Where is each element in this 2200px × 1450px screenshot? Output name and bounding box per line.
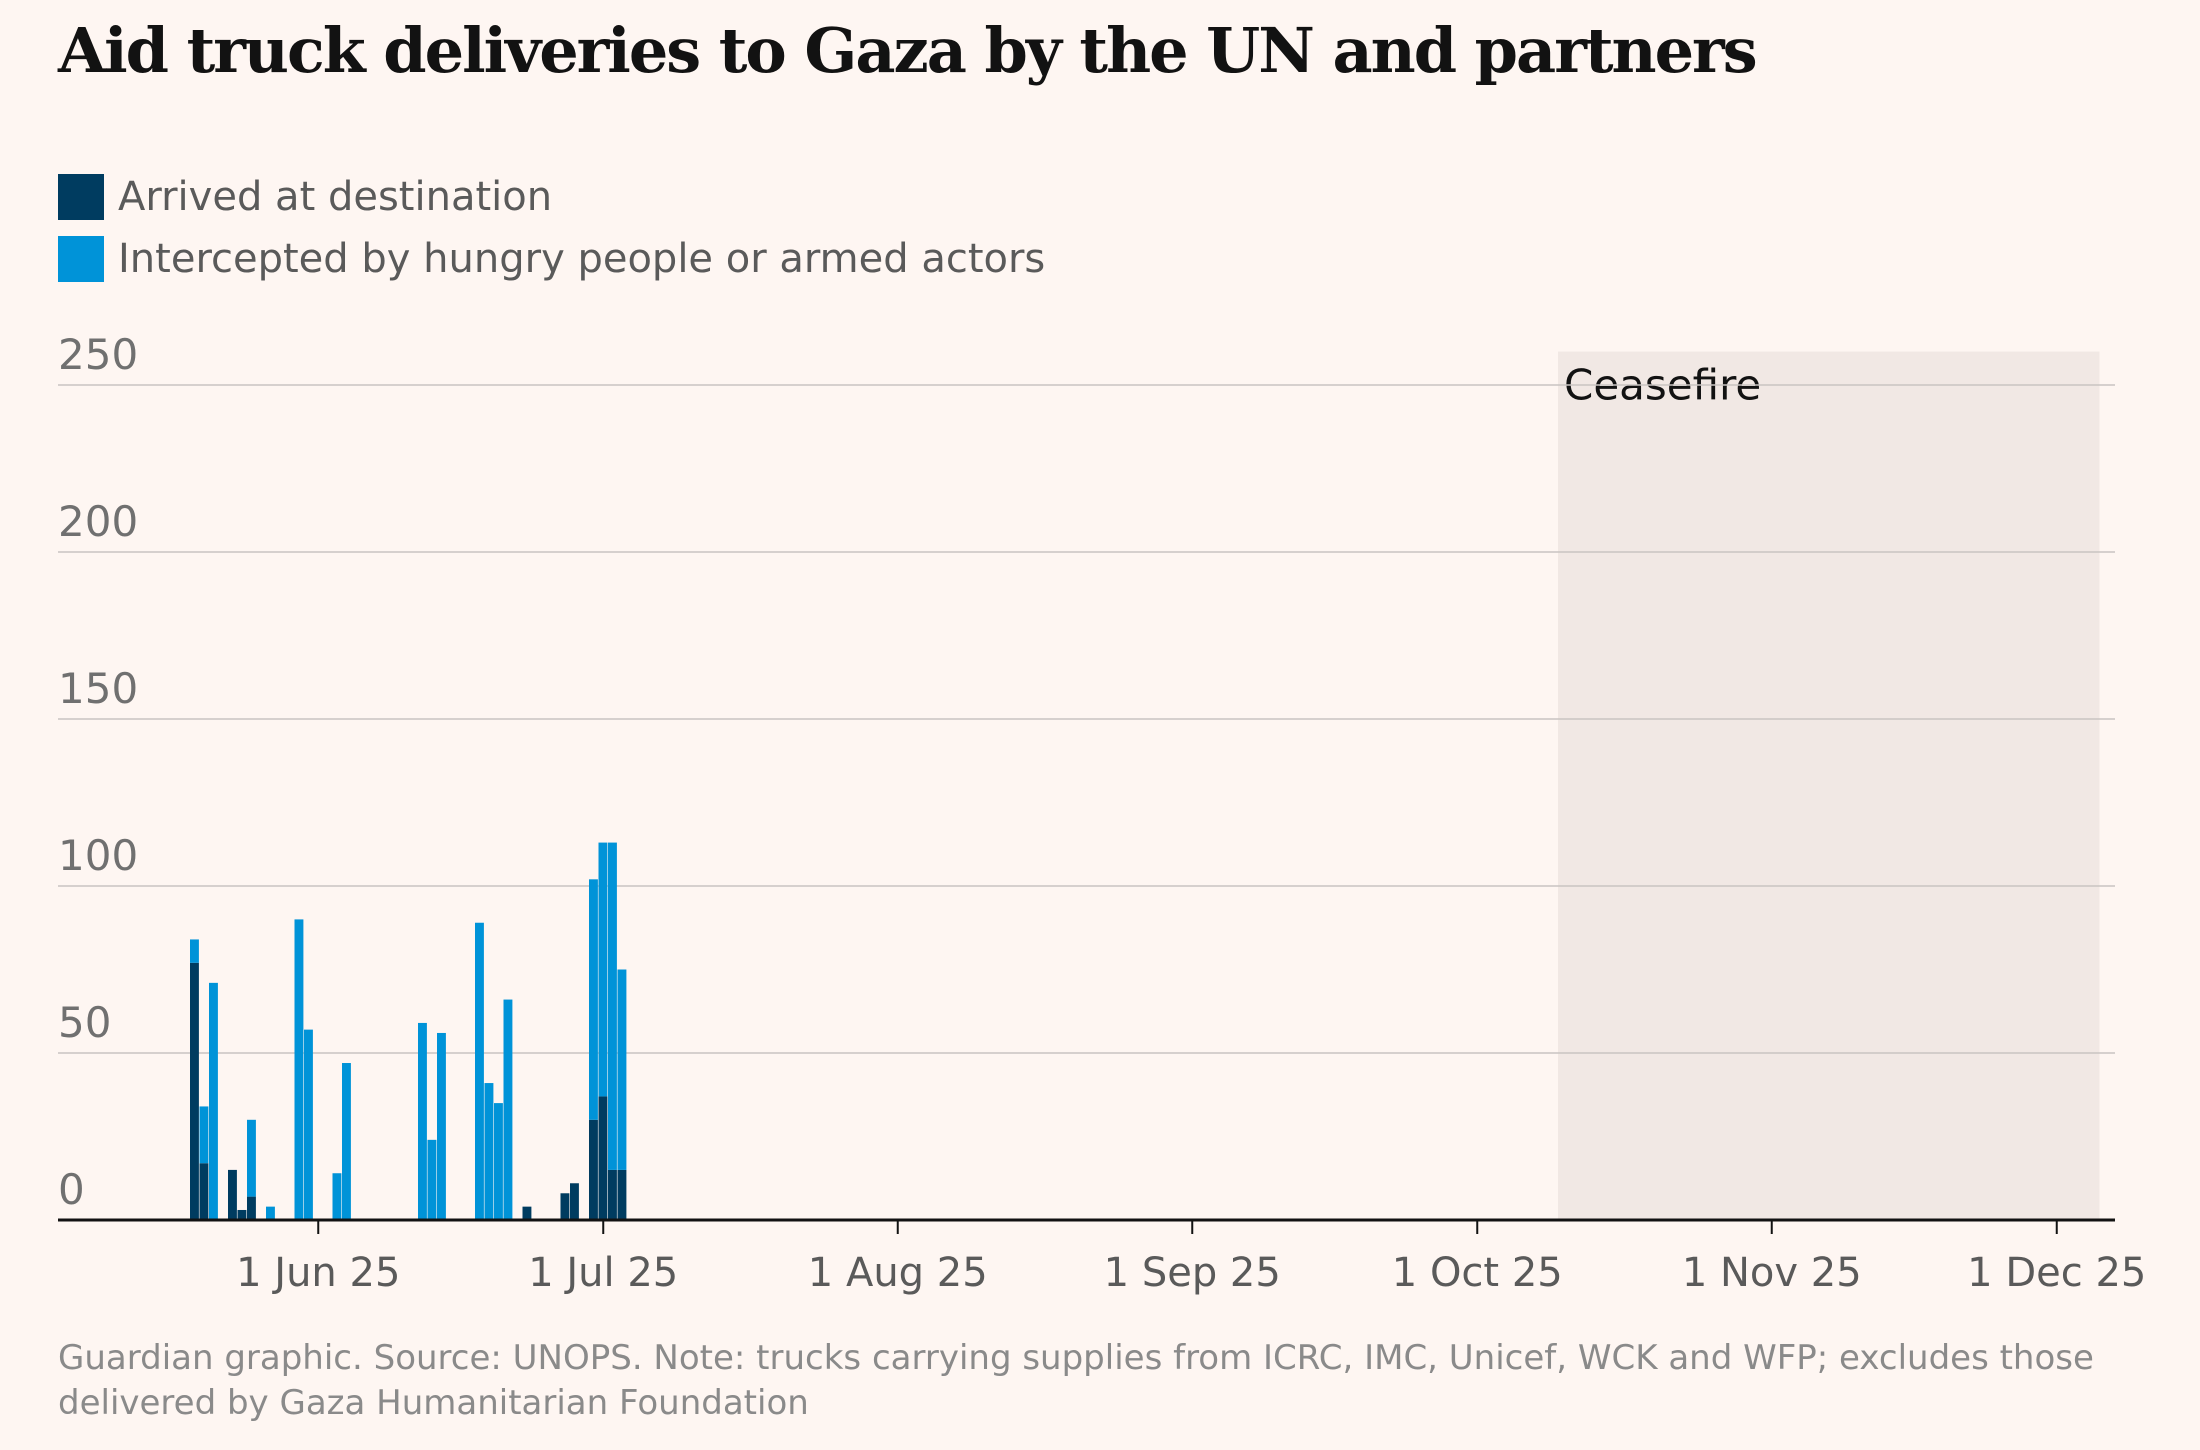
bar-arrived — [190, 962, 199, 1220]
legend-label-arrived: Arrived at destination — [118, 174, 553, 220]
bar-arrived — [598, 1096, 608, 1220]
bar-intercepted — [617, 969, 627, 1170]
bar-intercepted — [475, 922, 484, 1220]
y-tick-label: 250 — [58, 330, 138, 379]
source-note: Guardian graphic. Source: UNOPS. Note: t… — [58, 1338, 2094, 1423]
bar-arrived — [570, 1183, 579, 1220]
bar-arrived — [522, 1206, 532, 1220]
bar-intercepted — [589, 879, 598, 1120]
bar-intercepted — [598, 842, 608, 1097]
bar-arrived — [247, 1196, 256, 1220]
bar-arrived — [589, 1119, 598, 1220]
bar-intercepted — [294, 919, 304, 1220]
chart-title: Aid truck deliveries to Gaza by the UN a… — [58, 14, 1758, 87]
bar-arrived — [560, 1193, 570, 1220]
bar-intercepted — [199, 1106, 209, 1164]
x-tick-label: 1 Sep 25 — [1104, 1250, 1281, 1296]
bar-arrived — [199, 1163, 209, 1220]
ceasefire-shade — [1558, 351, 2100, 1221]
x-tick-label: 1 Jul 25 — [528, 1250, 678, 1296]
bar-intercepted — [494, 1103, 503, 1220]
x-tick-label: 1 Aug 25 — [808, 1250, 988, 1296]
bar-intercepted — [304, 1029, 313, 1220]
bar-intercepted — [247, 1119, 256, 1197]
y-tick-label: 0 — [58, 1165, 85, 1214]
bar-arrived — [237, 1209, 247, 1220]
bar-intercepted — [190, 939, 199, 963]
ceasefire-shade-layer: Ceasefire — [1558, 351, 2100, 1221]
legend-item-arrived: Arrived at destination — [58, 166, 1045, 228]
bar-intercepted — [437, 1032, 446, 1220]
bar-intercepted — [266, 1206, 275, 1220]
bar-intercepted — [342, 1063, 351, 1220]
legend: Arrived at destination Intercepted by hu… — [58, 166, 1045, 290]
bar-chart: Ceasefire 0 50 100 150 200 250 1 Jun 25 1 Jul … — [58, 330, 2146, 1296]
bar-intercepted — [209, 982, 218, 1220]
y-tick-label: 200 — [58, 497, 138, 546]
bar-intercepted — [503, 999, 513, 1220]
bar-arrived — [228, 1169, 237, 1220]
legend-swatch-arrived — [58, 174, 104, 220]
y-tick-label: 50 — [58, 998, 111, 1047]
axis-layer: 1 Jun 25 1 Jul 25 1 Aug 25 1 Sep 25 1 Oct 25… — [58, 1218, 2146, 1296]
bar-arrived — [617, 1169, 627, 1220]
x-tick-label: 1 Jun 25 — [236, 1250, 400, 1296]
bar-arrived — [608, 1169, 617, 1220]
legend-swatch-intercepted — [58, 236, 104, 282]
gridlines-layer: 0 50 100 150 200 250 — [58, 330, 2115, 1214]
y-tick-label: 150 — [58, 664, 138, 713]
bars-layer — [190, 842, 627, 1220]
x-tick-label: 1 Oct 25 — [1392, 1250, 1563, 1296]
bar-intercepted — [484, 1083, 494, 1220]
bar-intercepted — [427, 1139, 437, 1220]
x-tick-label: 1 Nov 25 — [1682, 1250, 1862, 1296]
bar-intercepted — [332, 1173, 342, 1220]
legend-label-intercepted: Intercepted by hungry people or armed ac… — [118, 236, 1046, 282]
x-tick-label: 1 Dec 25 — [1967, 1250, 2146, 1296]
bar-intercepted — [418, 1022, 427, 1220]
y-tick-label: 100 — [58, 831, 138, 880]
bar-intercepted — [608, 842, 617, 1170]
legend-item-intercepted: Intercepted by hungry people or armed ac… — [58, 228, 1045, 290]
